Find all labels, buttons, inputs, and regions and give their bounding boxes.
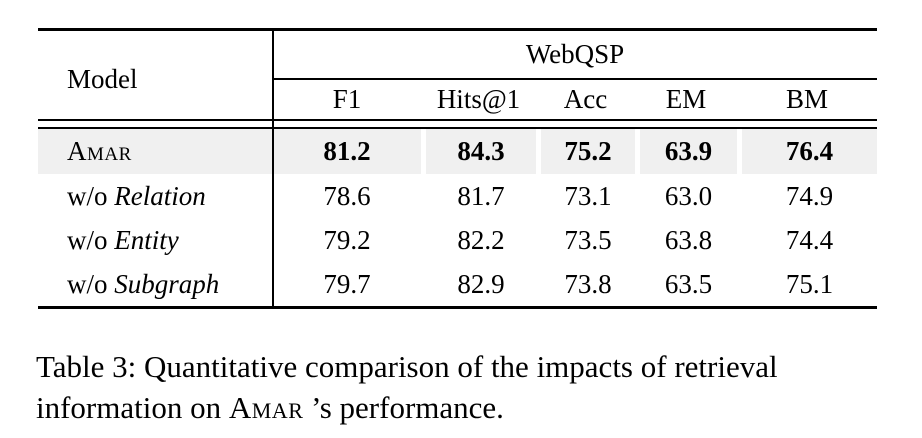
caption-model-name: Amar	[228, 390, 304, 425]
table-row-amar: Amar 81.2 84.3 75.2 63.9 76.4	[38, 129, 877, 174]
label-prefix: w/o	[67, 224, 115, 255]
header-cell-em: EM	[635, 80, 737, 119]
value-cell: 63.9	[635, 129, 737, 174]
metric-label-acc: Acc	[563, 84, 608, 114]
value-cell: 63.8	[635, 218, 737, 262]
metric-label-f1: F1	[332, 84, 362, 114]
value-cell: 78.6	[323, 180, 371, 211]
value-cell: 63.5	[635, 262, 737, 306]
metric-label-hits1: Hits@1	[436, 84, 521, 114]
value-cell: 73.5	[536, 218, 635, 262]
value-cell: 75.1	[737, 262, 877, 306]
value-cell: 81.2	[273, 129, 421, 174]
value-cell: 63.0	[635, 174, 737, 218]
results-table: Model WebQSP F1 Hits@1 Acc EM BM Amar	[38, 28, 877, 309]
column-divider-line	[272, 31, 274, 306]
value-cell: 82.2	[421, 218, 536, 262]
value-cell: 73.1	[536, 174, 635, 218]
caption-line1: Table 3: Quantitative comparison of the …	[36, 349, 778, 384]
dataset-group-label: WebQSP	[525, 39, 625, 69]
double-rule-gap	[38, 121, 877, 127]
value-cell: 84.3	[421, 129, 536, 174]
value-cell: 79.2	[323, 224, 371, 255]
table-row-wo-entity: w/o Entity 79.2 82.2 73.5 63.8 74.4	[38, 218, 877, 262]
row-values: 79.7 82.9 73.8 63.5 75.1	[273, 262, 877, 306]
metric-header-row: F1 Hits@1 Acc EM BM	[273, 80, 877, 119]
label-prefix: w/o	[67, 180, 115, 211]
row-values: 81.2 84.3 75.2 63.9 76.4	[273, 129, 877, 174]
value-cell: 76.4	[737, 129, 877, 174]
table-top-rule	[38, 28, 877, 31]
table-bottom-rule	[38, 306, 877, 309]
value-cell: 75.2	[536, 129, 635, 174]
ablation-name-subgraph: Subgraph	[114, 268, 220, 299]
value-cell: 81.7	[421, 174, 536, 218]
value-cell: 79.7	[323, 268, 371, 299]
table-row-wo-relation: w/o Relation 78.6 81.7 73.1 63.0 74.9	[38, 174, 877, 218]
row-values: 79.2 82.2 73.5 63.8 74.4	[273, 218, 877, 262]
value-cell: 82.9	[421, 262, 536, 306]
header-separator-rule-1	[38, 119, 877, 121]
table-caption: Table 3: Quantitative comparison of the …	[36, 346, 902, 428]
label-prefix: w/o	[67, 268, 115, 299]
model-name-amar: Amar	[67, 136, 132, 166]
value-cell: 74.4	[737, 218, 877, 262]
row-label: Amar	[38, 129, 273, 174]
header-cell-bm: BM	[737, 80, 877, 119]
header-cell-f1: F1	[273, 80, 421, 119]
row-label: w/o Subgraph	[38, 262, 273, 306]
value-cell: 73.8	[536, 262, 635, 306]
table-row-wo-subgraph: w/o Subgraph 79.7 82.9 73.8 63.5 75.1	[38, 262, 877, 306]
header-group-cell: WebQSP	[273, 31, 877, 80]
header-cell-model: Model	[38, 31, 273, 119]
caption-line2-prefix: information on	[36, 390, 229, 425]
ablation-name-relation: Relation	[114, 180, 206, 211]
metric-label-em: EM	[665, 84, 707, 114]
value-cell: 74.9	[737, 174, 877, 218]
table-header: Model WebQSP F1 Hits@1 Acc EM BM	[38, 31, 877, 119]
row-values: 78.6 81.7 73.1 63.0 74.9	[273, 174, 877, 218]
caption-line2-suffix: ’s performance.	[303, 390, 504, 425]
model-column-label: Model	[67, 63, 138, 94]
metric-label-bm: BM	[785, 84, 829, 114]
header-cell-acc: Acc	[536, 80, 635, 119]
row-label: w/o Entity	[38, 218, 273, 262]
header-separator-rule-2	[38, 127, 877, 129]
header-cell-hits1: Hits@1	[421, 80, 536, 119]
row-label: w/o Relation	[38, 174, 273, 218]
ablation-name-entity: Entity	[114, 224, 179, 255]
header-data-columns: WebQSP F1 Hits@1 Acc EM BM	[273, 31, 877, 119]
